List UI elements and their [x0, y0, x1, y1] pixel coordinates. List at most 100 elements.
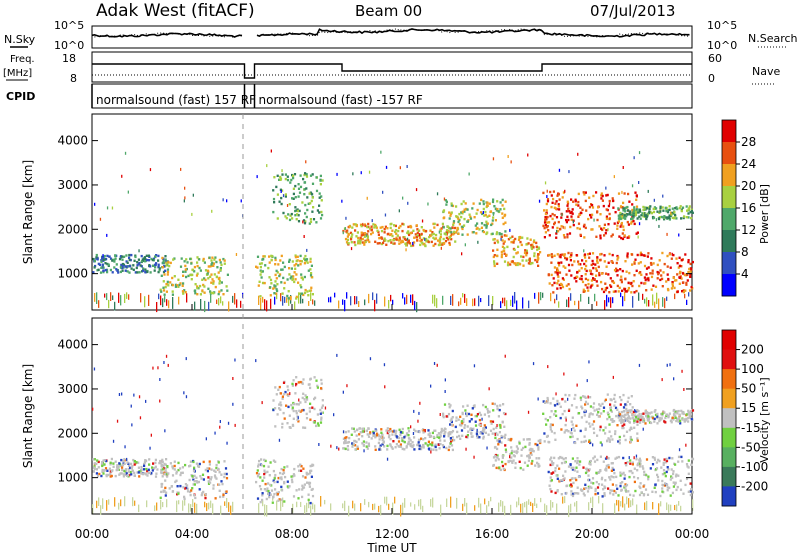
echo-cell: [352, 427, 355, 430]
echo-cell: [390, 446, 393, 449]
echo-cell: [604, 457, 608, 460]
echo-cell: [133, 474, 136, 477]
echo-cell: [618, 439, 621, 442]
echo-cell: [391, 229, 394, 232]
echo-cell: [308, 485, 311, 488]
echo-cell: [98, 263, 102, 266]
echo-cell: [496, 447, 499, 451]
echo-cell: [584, 226, 587, 230]
echo-cell: [204, 493, 207, 496]
echo-cell: [291, 197, 294, 200]
echo-cell: [149, 271, 152, 274]
colorbar-swatch: [722, 349, 736, 370]
echo-cell: [274, 386, 277, 389]
echo-cell: [682, 290, 685, 294]
sparse-echo-cell: [496, 424, 498, 427]
echo-cell: [597, 415, 600, 418]
echo-cell: [96, 459, 99, 462]
echo-cell: [543, 440, 546, 443]
echo-cell: [304, 426, 307, 429]
echo-cell: [651, 490, 654, 493]
ground-scatter-cell: [132, 497, 134, 507]
echo-cell: [550, 194, 553, 197]
sparse-echo-cell: [631, 184, 634, 188]
echo-cell: [687, 417, 690, 420]
echo-cell: [469, 428, 472, 431]
station-title: Adak West (fitACF): [96, 1, 255, 21]
echo-cell: [309, 174, 313, 177]
ground-scatter-cell: [592, 496, 594, 508]
echo-cell: [592, 457, 595, 460]
echo-cell: [649, 467, 652, 470]
echo-cell: [619, 482, 622, 485]
echo-cell: [583, 410, 586, 414]
freq-series: [92, 63, 692, 79]
echo-cell: [619, 217, 622, 221]
echo-cell: [644, 214, 647, 217]
echo-cell: [313, 421, 316, 424]
echo-cell: [579, 488, 583, 491]
ground-scatter-cell: [194, 502, 196, 513]
echo-cell: [672, 485, 675, 488]
sparse-echo-cell: [227, 421, 230, 425]
echo-cell: [407, 225, 410, 229]
echo-cell: [370, 228, 373, 231]
ground-scatter-cell: [480, 503, 482, 514]
power-echoes: [92, 149, 694, 313]
echo-cell: [141, 259, 144, 263]
echo-cell: [315, 424, 318, 428]
ground-scatter-cell: [642, 293, 644, 300]
ground-scatter-cell: [126, 292, 128, 299]
echo-cell: [675, 488, 678, 492]
sparse-echo-cell: [527, 410, 530, 414]
nsky-panel: 10^5 10^0 10^5 10^0: [54, 19, 737, 52]
sparse-echo-cell: [232, 377, 234, 380]
echo-cell: [394, 224, 397, 228]
echo-cell: [633, 222, 636, 226]
echo-cell: [171, 276, 174, 280]
ground-scatter-cell: [166, 499, 168, 508]
echo-cell: [668, 218, 671, 221]
echo-cell: [663, 262, 666, 266]
ground-scatter-cell: [462, 503, 464, 511]
sparse-echo-cell: [628, 456, 630, 460]
echo-cell: [256, 475, 260, 478]
echo-cell: [294, 206, 297, 209]
echo-cell: [614, 491, 617, 494]
echo-cell: [465, 414, 468, 418]
echo-cell: [633, 426, 636, 429]
ground-scatter-cell: [204, 501, 206, 508]
echo-cell: [152, 257, 156, 260]
echo-cell: [317, 424, 320, 427]
echo-cell: [584, 483, 587, 486]
echo-cell: [218, 279, 221, 283]
echo-cell: [360, 224, 363, 228]
echo-cell: [676, 418, 679, 421]
echo-cell: [199, 284, 202, 288]
echo-cell: [295, 412, 298, 415]
echo-cell: [262, 255, 265, 258]
echo-cell: [592, 402, 596, 405]
echo-cell: [377, 433, 380, 437]
echo-cell: [506, 245, 509, 249]
echo-cell: [461, 210, 464, 213]
echo-cell: [592, 262, 595, 266]
echo-cell: [419, 243, 422, 247]
echo-cell: [300, 465, 303, 468]
echo-cell: [604, 287, 607, 290]
echo-cell: [215, 463, 218, 467]
echo-cell: [409, 231, 412, 235]
echo-cell: [278, 403, 281, 406]
echo-cell: [137, 461, 140, 464]
ground-scatter-cell: [270, 298, 272, 309]
echo-cell: [560, 493, 563, 496]
echo-cell: [570, 483, 573, 486]
echo-cell: [584, 471, 588, 475]
echo-cell: [558, 271, 562, 274]
ground-scatter-cell: [364, 299, 366, 306]
echo-cell: [259, 500, 262, 504]
echo-cell: [608, 291, 611, 294]
echo-cell: [458, 223, 461, 226]
echo-cell: [213, 474, 217, 477]
ground-scatter-cell: [472, 298, 474, 307]
